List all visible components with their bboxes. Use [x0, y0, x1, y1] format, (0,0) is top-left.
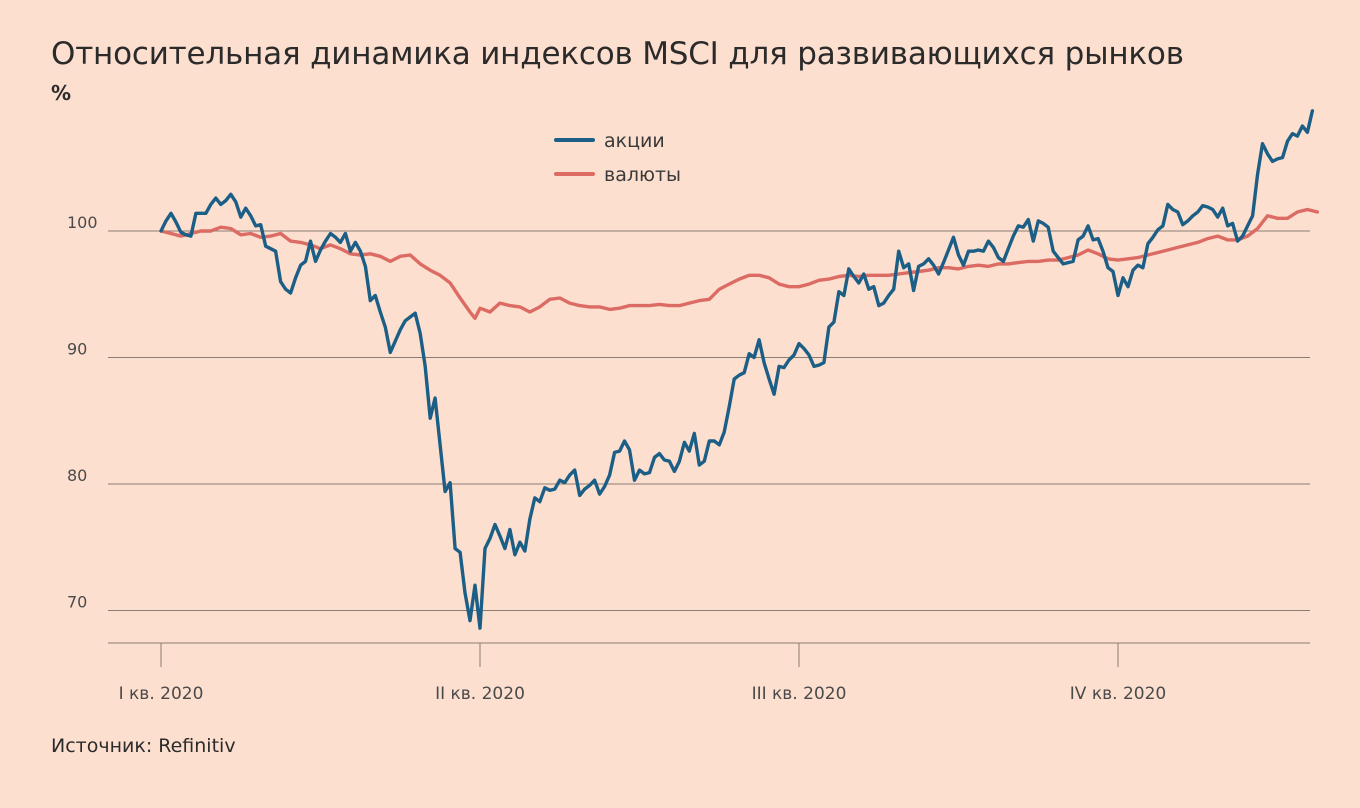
chart-title: Относительная динамика индексов MSCI для… — [51, 36, 1184, 72]
legend-label: валюты — [604, 164, 681, 186]
x-tick-label: I кв. 2020 — [119, 684, 204, 704]
legend: акции валюты — [554, 130, 681, 186]
y-tick-label: 80 — [67, 466, 87, 485]
x-tick-label: II кв. 2020 — [435, 684, 525, 704]
y-tick-label: 70 — [67, 593, 87, 612]
x-tick-label: III кв. 2020 — [752, 684, 847, 704]
series-lines — [159, 109, 1320, 630]
y-unit-label: % — [51, 81, 72, 105]
legend-label: акции — [604, 130, 665, 152]
series-line-currencies — [159, 207, 1320, 320]
source-note: Источник: Refinitiv — [51, 735, 236, 757]
gridlines: 70 80 90 100 — [67, 213, 1310, 612]
x-axis: I кв. 2020 II кв. 2020 III кв. 2020 IV кв. … — [108, 642, 1310, 704]
series-line-stocks — [159, 109, 1315, 630]
x-tick-label: IV кв. 2020 — [1070, 684, 1166, 704]
y-tick-label: 100 — [67, 213, 98, 232]
y-tick-label: 90 — [67, 340, 87, 359]
